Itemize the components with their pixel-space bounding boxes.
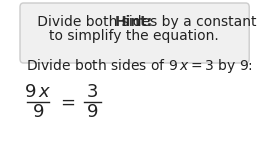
Text: Hint:: Hint: bbox=[115, 15, 153, 29]
Text: $9\,x$: $9\,x$ bbox=[24, 83, 52, 101]
Text: $9$: $9$ bbox=[86, 103, 98, 121]
Text: Divide both sides by a constant: Divide both sides by a constant bbox=[12, 15, 257, 29]
Text: $9$: $9$ bbox=[32, 103, 44, 121]
Text: Divide both sides of $9\,x = 3$ by 9:: Divide both sides of $9\,x = 3$ by 9: bbox=[26, 57, 253, 75]
Text: $3$: $3$ bbox=[86, 83, 98, 101]
Text: to simplify the equation.: to simplify the equation. bbox=[49, 29, 219, 43]
Text: $=$: $=$ bbox=[57, 93, 76, 111]
FancyBboxPatch shape bbox=[20, 3, 249, 63]
